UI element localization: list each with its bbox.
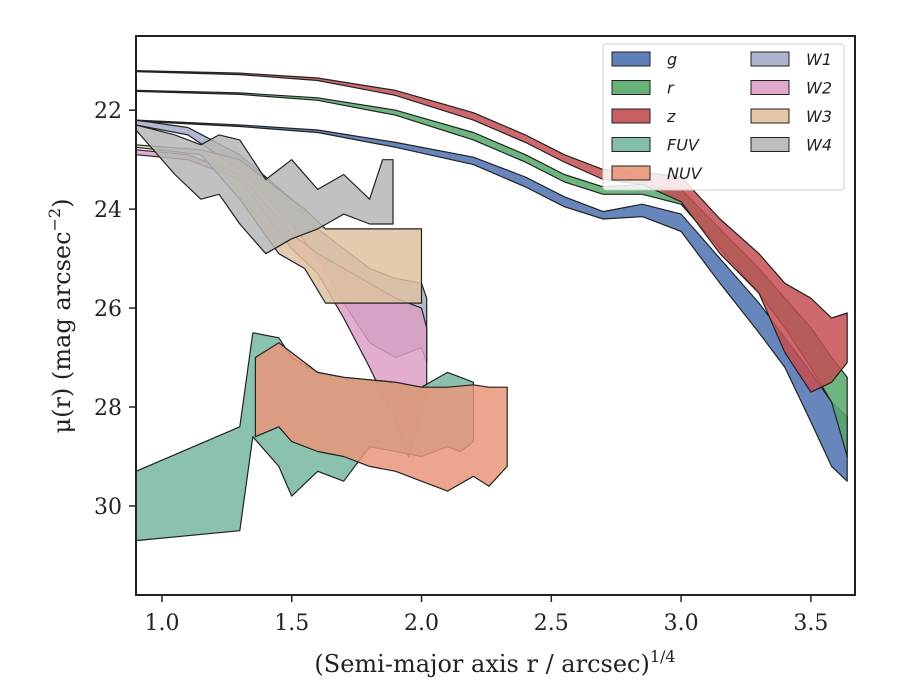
legend: grz FUV NUV W1 W2 W3 W4	[602, 43, 845, 191]
legend-label-g: g	[667, 50, 677, 69]
x-tick-label: 2.0	[404, 611, 439, 636]
x-tick-label: 3.0	[664, 611, 699, 636]
legend-swatch-w2	[750, 80, 790, 95]
legend-swatch-fuv	[611, 137, 651, 152]
legend-label-z: z	[666, 107, 676, 126]
series-area-nuv	[254, 342, 508, 492]
legend-label-w2: W2	[806, 79, 832, 98]
y-tick-label: 22	[94, 99, 122, 124]
y-tick-label: 26	[94, 297, 122, 322]
legend-label-w3: W3	[806, 107, 832, 126]
legend-label-w4: W4	[806, 136, 832, 155]
legend-label-fuv: FUV	[667, 136, 700, 155]
x-axis: 1.0 1.5 2.0 2.5 3.0 3.5	[144, 595, 828, 636]
x-tick-label: 1.5	[274, 611, 309, 636]
y-axis-label: μ(r) (mag arcsec−2)	[45, 199, 76, 434]
legend-swatch-g	[611, 51, 651, 67]
legend-swatch-w1	[750, 51, 790, 67]
y-tick-label: 24	[94, 198, 122, 223]
legend-label-nuv: NUV	[667, 164, 703, 183]
legend-swatch-z	[611, 108, 651, 124]
x-tick-label: 1.0	[144, 611, 179, 636]
legend-label-r: r	[667, 79, 675, 98]
y-tick-label: 28	[94, 396, 122, 421]
plot-frame	[135, 35, 856, 596]
legend-swatch-r	[611, 80, 651, 95]
x-tick-label: 3.5	[793, 611, 828, 636]
legend-swatch-w3	[750, 108, 790, 124]
series-area-w4	[136, 124, 394, 255]
legend-label-w1: W1	[806, 50, 832, 69]
legend-swatch-w4	[750, 137, 790, 152]
x-axis-label: (Semi-major axis r / arcsec)1/4	[314, 647, 675, 678]
series-areas	[136, 70, 848, 542]
series-area-g	[136, 119, 848, 482]
y-axis: 22 24 26 28 30	[94, 99, 136, 520]
x-tick-label: 2.5	[534, 611, 569, 636]
series-area-r	[136, 89, 848, 458]
legend-swatch-nuv	[611, 165, 651, 181]
series-area-z	[136, 70, 848, 393]
y-tick-label: 30	[94, 495, 122, 520]
